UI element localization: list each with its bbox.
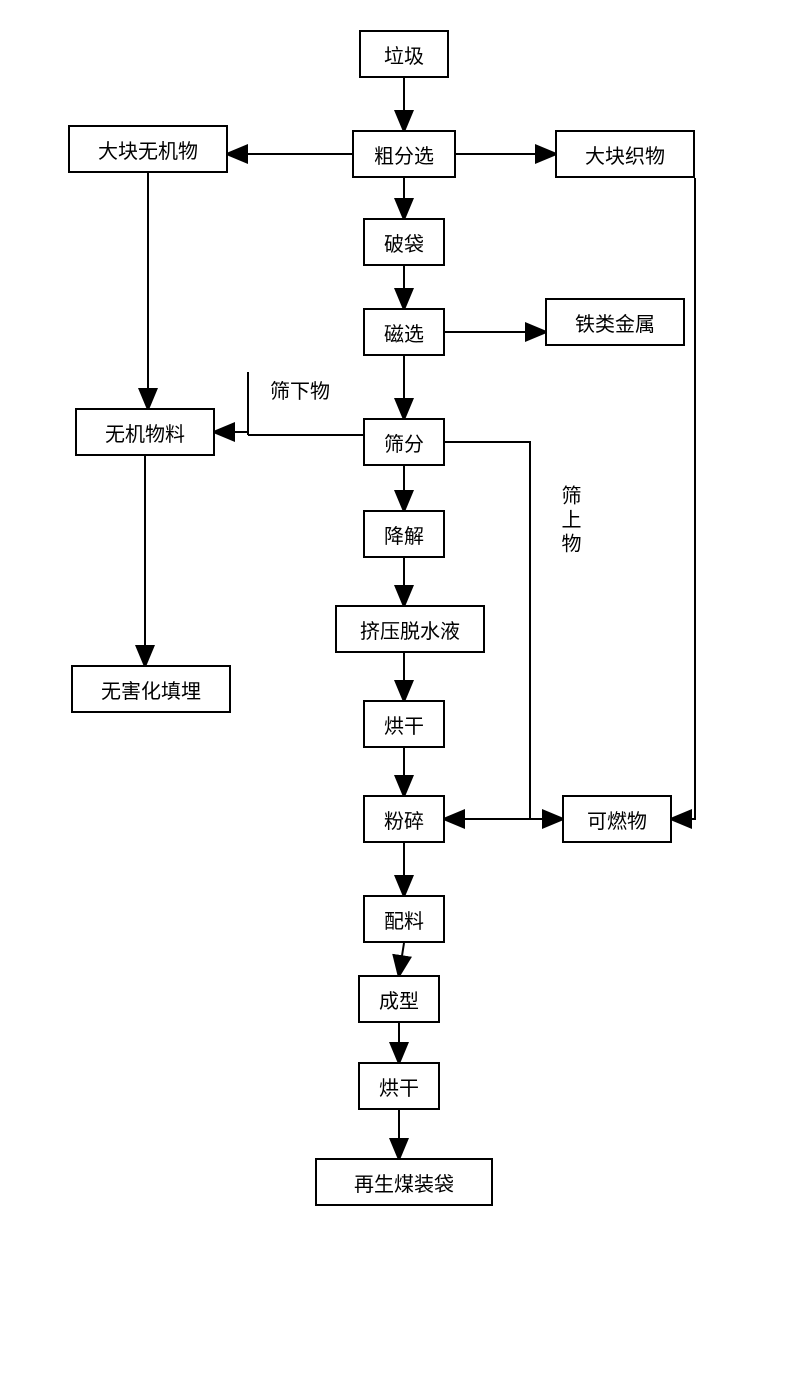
flowchart-node: 无机物料: [75, 408, 215, 456]
flowchart-node: 无害化填埋: [71, 665, 231, 713]
flowchart-node: 挤压脱水液: [335, 605, 485, 653]
flowchart-node: 烘干: [358, 1062, 440, 1110]
flowchart-node: 大块无机物: [68, 125, 228, 173]
flowchart-node: 烘干: [363, 700, 445, 748]
flowchart-node: 再生煤装袋: [315, 1158, 493, 1206]
flowchart-node: 铁类金属: [545, 298, 685, 346]
flowchart-node: 成型: [358, 975, 440, 1023]
flowchart-edge-label: 筛下物: [270, 375, 330, 404]
flowchart-node: 磁选: [363, 308, 445, 356]
flowchart-node: 大块织物: [555, 130, 695, 178]
flowchart-node: 筛分: [363, 418, 445, 466]
flowchart-node: 降解: [363, 510, 445, 558]
flowchart-node: 配料: [363, 895, 445, 943]
flowchart-node: 粉碎: [363, 795, 445, 843]
flowchart-node: 垃圾: [359, 30, 449, 78]
flowchart-node: 可燃物: [562, 795, 672, 843]
flowchart-node: 粗分选: [352, 130, 456, 178]
flowchart-edge-label: 筛上物: [555, 485, 584, 557]
flowchart-node: 破袋: [363, 218, 445, 266]
